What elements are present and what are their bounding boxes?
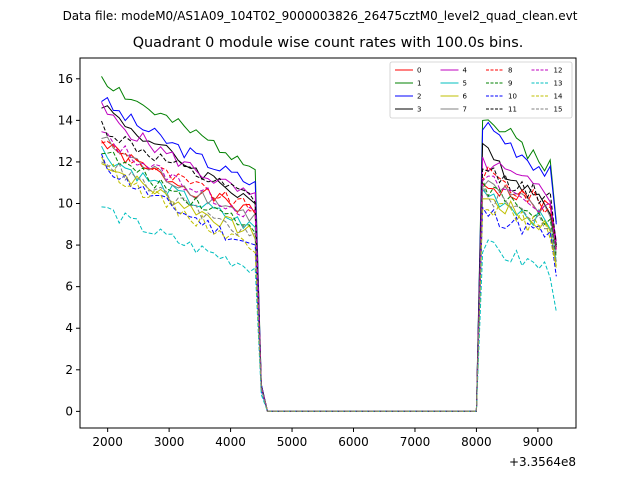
- y-tick-label: 16: [58, 72, 73, 86]
- x-tick-label: 3000: [154, 435, 185, 449]
- x-tick-label: 4000: [215, 435, 246, 449]
- series-line-3: [101, 105, 557, 412]
- legend-label-7: 7: [463, 106, 467, 114]
- series-line-15: [101, 161, 557, 412]
- x-tick-label: 5000: [277, 435, 308, 449]
- series-line-1: [101, 76, 557, 412]
- y-tick-label: 2: [65, 363, 73, 377]
- axes-frame: [79, 57, 577, 429]
- legend-label-9: 9: [508, 80, 512, 88]
- legend-label-12: 12: [554, 67, 563, 75]
- series-line-7: [101, 136, 557, 412]
- legend-label-6: 6: [463, 93, 468, 101]
- y-tick-label: 10: [58, 197, 73, 211]
- chart-title: Quadrant 0 module wise count rates with …: [132, 35, 524, 51]
- legend-label-1: 1: [417, 80, 421, 88]
- x-tick-label: 8000: [461, 435, 492, 449]
- legend-label-10: 10: [508, 93, 517, 101]
- series-line-5: [101, 145, 557, 412]
- legend-frame: [389, 61, 573, 119]
- series-line-2: [101, 96, 557, 412]
- plot-lines: [101, 76, 557, 412]
- series-line-14: [101, 163, 557, 412]
- series-line-10: [101, 153, 557, 412]
- legend-label-11: 11: [508, 106, 517, 114]
- y-tick-label: 8: [65, 238, 73, 252]
- series-line-11: [101, 120, 557, 412]
- x-tick-label: 6000: [338, 435, 369, 449]
- axis-ticks: 2000 3000 4000 5000 6000 7000 8000 9000 0 2 4 6 8 10 1…: [58, 72, 576, 469]
- series-line-12: [101, 131, 557, 412]
- legend-label-4: 4: [463, 67, 468, 75]
- legend-label-14: 14: [554, 93, 563, 101]
- figure-suptitle: Data file: modeM0/AS1A09_104T02_90000038…: [62, 9, 578, 23]
- series-line-13: [101, 206, 557, 412]
- series-line-9: [101, 151, 557, 412]
- y-tick-label: 14: [58, 113, 73, 127]
- x-tick-label: 7000: [400, 435, 431, 449]
- x-tick-label: 9000: [523, 435, 554, 449]
- legend-label-5: 5: [463, 80, 467, 88]
- legend-label-3: 3: [417, 106, 421, 114]
- legend-label-13: 13: [554, 80, 563, 88]
- y-tick-label: 4: [65, 321, 73, 335]
- series-line-8: [101, 140, 557, 412]
- y-tick-label: 12: [58, 155, 73, 169]
- y-tick-label: 0: [65, 404, 73, 418]
- y-tick-label: 6: [65, 280, 73, 294]
- series-line-4: [101, 101, 557, 412]
- legend-label-15: 15: [554, 106, 563, 114]
- legend-label-0: 0: [417, 67, 421, 75]
- x-offset-label: +3.3564e8: [509, 455, 576, 469]
- legend-label-8: 8: [508, 67, 512, 75]
- legend-label-2: 2: [417, 93, 421, 101]
- series-line-6: [101, 156, 557, 412]
- x-tick-label: 2000: [92, 435, 123, 449]
